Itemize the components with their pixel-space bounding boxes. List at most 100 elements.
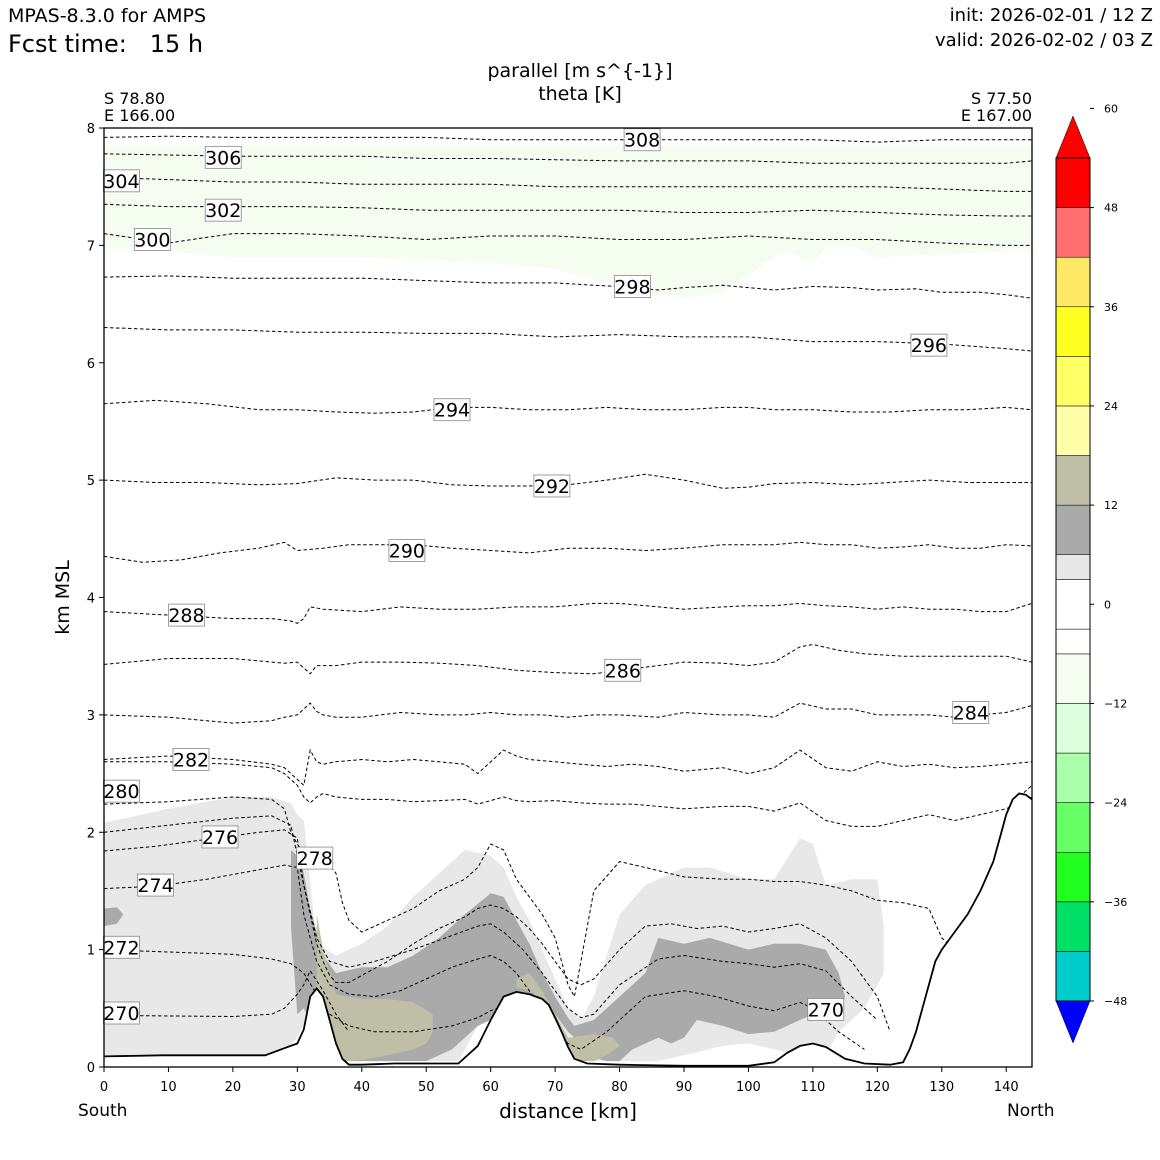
- theta-label-box: [172, 748, 210, 771]
- theta-label-306: 306: [204, 145, 242, 169]
- colorbar-segment: [1055, 256, 1091, 308]
- theta-label-text: 270: [103, 1003, 139, 1025]
- y-tick-label: 6: [87, 357, 95, 372]
- theta-label-text: 276: [202, 827, 238, 849]
- theta-label-308: 308: [623, 128, 661, 152]
- theta-label-text: 294: [434, 400, 470, 422]
- colorbar-segment: [1055, 356, 1091, 407]
- colorbar: −48 −36 −24 −12 0 12 24 36 48 60: [1055, 102, 1127, 1044]
- theta-label-text: 296: [911, 335, 947, 357]
- south-label: South: [78, 1101, 128, 1121]
- theta-label-text: 286: [605, 660, 641, 682]
- colorbar-tick-label: 12: [1104, 499, 1118, 512]
- theta-label-box: [296, 846, 334, 870]
- theta-label-text: 306: [205, 147, 241, 169]
- colorbar-segment: [1055, 851, 1091, 903]
- theta-label-280: 280: [103, 779, 140, 803]
- colorbar-min-extend: [1055, 1000, 1091, 1044]
- colorbar-max-extend: [1055, 115, 1091, 159]
- theta-label-text: 304: [103, 171, 139, 193]
- theta-label-box: [204, 198, 242, 222]
- x-tick-label: 120: [865, 1080, 890, 1095]
- y-tick-label: 7: [87, 239, 95, 254]
- theta-label-302: 302: [204, 198, 242, 222]
- init-time: init: 2026-02-01 / 12 Z: [949, 5, 1153, 26]
- colorbar-tick-label: −48: [1104, 995, 1127, 1008]
- theta-label-box: [388, 539, 426, 562]
- colorbar-segment: [1055, 802, 1091, 853]
- colorbar-segment: [1055, 703, 1091, 754]
- colorbar-segment: [1055, 579, 1091, 630]
- x-tick-label: 40: [354, 1080, 371, 1095]
- theta-contour-296: [104, 327, 1032, 352]
- terrain-line: [103, 792, 1033, 1067]
- chart-title-theta: theta [K]: [538, 83, 622, 105]
- colorbar-segment: [1055, 554, 1091, 580]
- colorbar-segment: [1055, 951, 1091, 1002]
- wind-fill-1: [290, 849, 846, 1062]
- theta-label-298: 298: [614, 275, 651, 298]
- theta-label-box: [623, 128, 661, 152]
- theta-label-278: 278: [296, 846, 334, 870]
- y-tick-label: 3: [87, 709, 95, 724]
- forecast-time: Fcst time: 15 h: [8, 30, 204, 58]
- colorbar-tick-label: 60: [1104, 102, 1118, 115]
- theta-label-box: [952, 701, 990, 724]
- theta-label-290: 290: [388, 539, 426, 563]
- theta-contour-282: [104, 761, 1032, 827]
- theta-label-274: 274: [137, 873, 174, 897]
- theta-label-box: [614, 275, 651, 298]
- y-tick-label: 1: [87, 944, 95, 959]
- theta-label-282: 282: [172, 748, 210, 771]
- theta-label-text: 284: [953, 703, 989, 725]
- x-tick-label: 90: [676, 1080, 693, 1095]
- theta-label-box: [807, 998, 845, 1021]
- chart-title-wind: parallel [m s^{-1}]: [487, 60, 673, 82]
- colorbar-segment: [1055, 504, 1091, 555]
- theta-contour-292: [104, 473, 1032, 489]
- colorbar-segment: [1055, 207, 1091, 258]
- theta-label-box: [204, 145, 242, 169]
- theta-label-text: 270: [808, 999, 844, 1021]
- theta-label-box: [201, 825, 239, 849]
- y-axis-label: km MSL: [52, 560, 74, 635]
- y-tick-label: 4: [87, 592, 95, 607]
- colorbar-segment: [1055, 455, 1091, 506]
- x-axis-label: distance [km]: [499, 1099, 637, 1123]
- colorbar-segment: [1055, 752, 1091, 803]
- theta-contour-284: [104, 702, 1032, 724]
- theta-contour-300: [104, 233, 1032, 246]
- right-latitude: S 77.50: [970, 89, 1032, 108]
- x-tick-label: 110: [800, 1080, 825, 1095]
- theta-contour-278: [104, 815, 891, 1032]
- colorbar-segment: [1055, 157, 1091, 208]
- theta-contour-274: [104, 864, 865, 1050]
- theta-label-text: 278: [297, 848, 333, 870]
- x-tick-label: 80: [611, 1080, 628, 1095]
- left-longitude: E 166.00: [104, 106, 176, 125]
- theta-contour-288: [104, 602, 1032, 624]
- wind-fill-3: [516, 973, 620, 1062]
- theta-label-text: 290: [389, 541, 425, 563]
- theta-label-270: 270: [807, 998, 845, 1021]
- theta-contour-270: [104, 969, 350, 1033]
- colorbar-segment: [1055, 306, 1091, 357]
- theta-label-text: 288: [168, 605, 204, 627]
- x-tick-label: 130: [929, 1080, 954, 1095]
- model-label: MPAS-8.3.0 for AMPS: [8, 5, 207, 27]
- x-tick-label: 70: [547, 1080, 564, 1095]
- x-tick-label: 50: [418, 1080, 435, 1095]
- theta-label-box: [910, 333, 948, 357]
- x-tick-label: 100: [736, 1080, 761, 1095]
- x-tick-label: 20: [225, 1080, 242, 1095]
- x-tick-label: 10: [160, 1080, 177, 1095]
- wind-fills: [104, 145, 1032, 1062]
- theta-label-292: 292: [533, 474, 571, 498]
- theta-label-286: 286: [604, 658, 642, 682]
- theta-contour-280: [104, 784, 1032, 999]
- theta-label-296: 296: [910, 333, 948, 357]
- colorbar-segment: [1055, 653, 1091, 704]
- wind-fill-4: [104, 907, 124, 927]
- theta-label-text: 298: [614, 276, 650, 298]
